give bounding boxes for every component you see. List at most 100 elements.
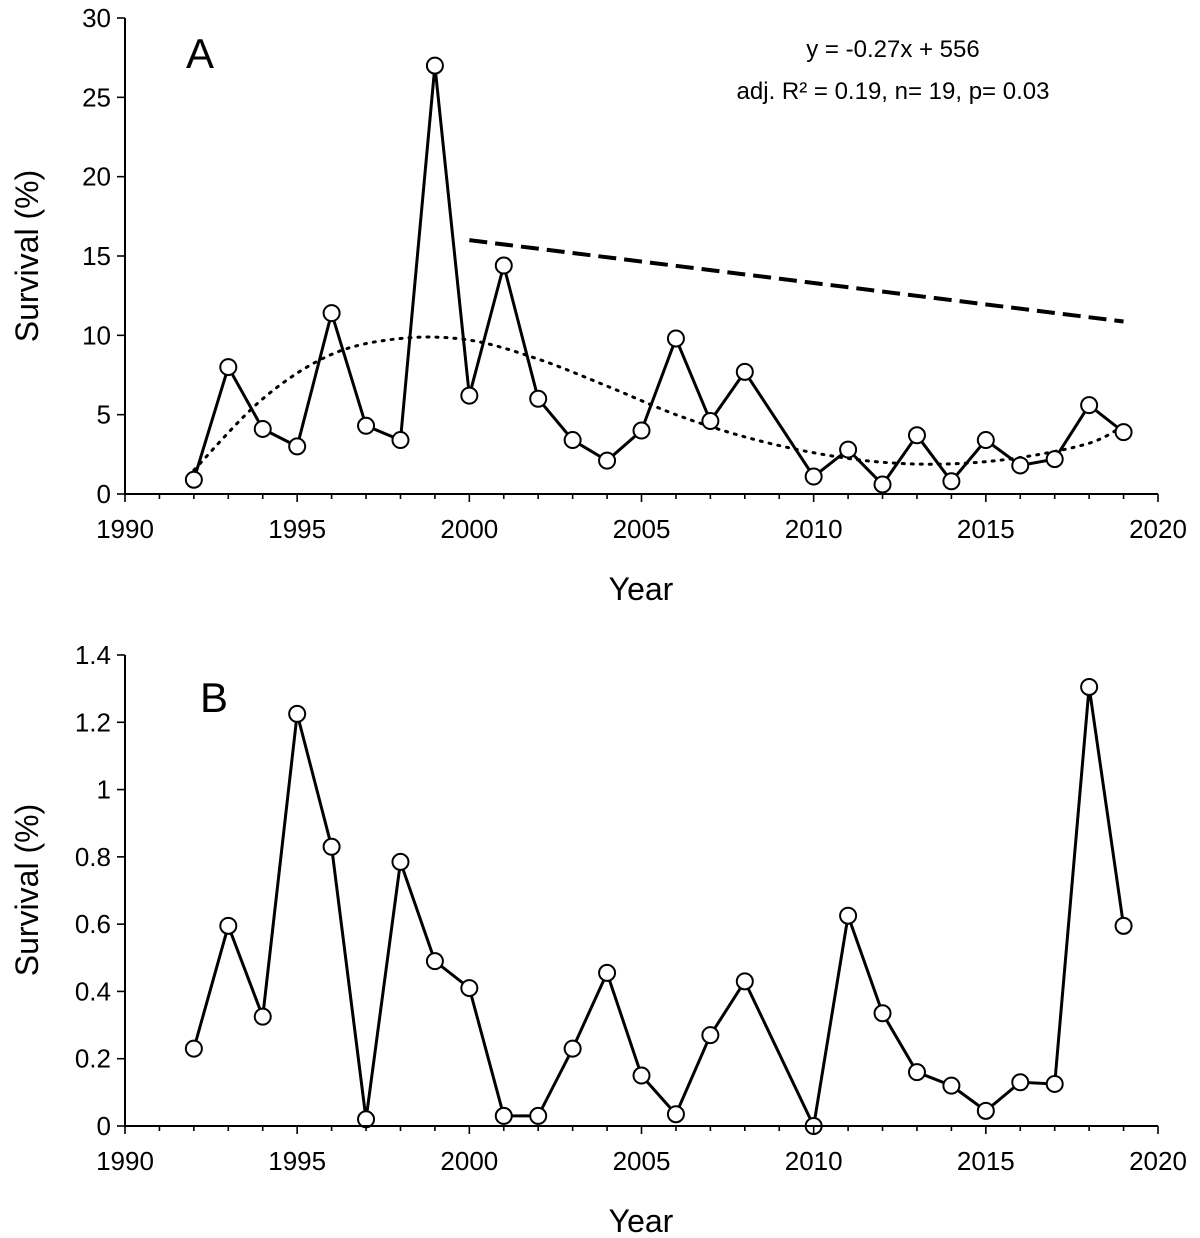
panel-a-x-axis-title: Year xyxy=(609,571,674,607)
panel-b-x-tick-label: 2020 xyxy=(1129,1146,1187,1176)
panel-a-data-point xyxy=(219,358,238,377)
panel-b-y-tick-label: 0.4 xyxy=(75,976,111,1006)
panel-b-ticks: 0 0.2 0.4 0.6 0.8 1 1.2 1.4 1990 1995 2000 2005 2010… xyxy=(75,640,1187,1176)
panel-b-chart: 0 0.2 0.4 0.6 0.8 1 1.2 1.4 1990 1995 2000 2005 2010… xyxy=(9,640,1187,1238)
panel-a-data-point xyxy=(184,470,203,489)
panel-b-data-point xyxy=(839,906,858,925)
panel-b-data-point xyxy=(391,852,410,871)
panel-a-y-tick-label: 30 xyxy=(82,3,111,33)
panel-a-x-tick-label: 1990 xyxy=(96,514,154,544)
panel-b-data-point xyxy=(1011,1073,1030,1092)
panel-a-data-point xyxy=(288,437,307,456)
panel-b-data-point xyxy=(1114,916,1133,935)
panel-a-data-point xyxy=(873,475,892,494)
panel-b-x-tick-label: 2000 xyxy=(440,1146,498,1176)
panel-b-data-point xyxy=(357,1110,376,1129)
panel-a-data-point xyxy=(598,451,617,470)
panel-a-data-point xyxy=(701,412,720,431)
panel-a-fit-equation: y = -0.27x + 556 xyxy=(806,36,979,63)
panel-b-plot-elements xyxy=(184,677,1133,1135)
panel-a-y-tick-label: 25 xyxy=(82,82,111,112)
panel-b-data-point xyxy=(666,1105,685,1124)
panel-b-data-point xyxy=(563,1039,582,1058)
panel-a-data-point xyxy=(666,329,685,348)
panel-a-letter: A xyxy=(186,30,214,77)
panel-a-data-point xyxy=(804,467,823,486)
panel-b-x-tick-label: 2010 xyxy=(785,1146,843,1176)
panel-a-y-axis-title: Survival (%) xyxy=(9,170,45,342)
panel-b-letter: B xyxy=(200,674,228,721)
panel-b-series-line xyxy=(192,686,1126,1131)
panel-b-data-point xyxy=(322,837,341,856)
panel-b-data-point xyxy=(598,963,617,982)
panel-a-plot-elements xyxy=(184,56,1133,494)
panel-a-x-tick-label: 2000 xyxy=(440,514,498,544)
panel-b-x-tick-label: 2005 xyxy=(613,1146,671,1176)
panel-a-data-point xyxy=(1080,396,1099,415)
panel-a-chart: 0 5 10 15 20 25 30 1990 1995 2000 2005 2010 2015 2020… xyxy=(9,3,1187,607)
panel-b-y-tick-label: 0.6 xyxy=(75,909,111,939)
panel-a-fit-stats: adj. R² = 0.19, n= 19, p= 0.03 xyxy=(737,78,1050,105)
panel-a-data-point xyxy=(563,431,582,450)
panel-b-data-point xyxy=(735,972,754,991)
panel-a-data-point xyxy=(839,440,858,459)
panel-b-data-point xyxy=(942,1076,961,1095)
panel-b-data-point xyxy=(219,916,238,935)
panel-b-x-tick-label: 2015 xyxy=(957,1146,1015,1176)
panel-a-data-point xyxy=(357,416,376,435)
panel-a-data-point xyxy=(907,426,926,445)
panel-b-data-point xyxy=(425,952,444,971)
panel-a-x-tick-label: 2020 xyxy=(1129,514,1187,544)
panel-b-data-point xyxy=(184,1039,203,1058)
panel-b-y-axis-title: Survival (%) xyxy=(9,804,45,976)
panel-b-y-tick-label: 0.2 xyxy=(75,1044,111,1074)
panel-a-y-tick-label: 15 xyxy=(82,241,111,271)
panel-a-ticks: 0 5 10 15 20 25 30 1990 1995 2000 2005 2010 2015 2020 xyxy=(82,3,1187,544)
panel-a-data-point xyxy=(425,56,444,75)
panel-b-data-point xyxy=(632,1066,651,1085)
panel-a-data-point xyxy=(1114,423,1133,442)
panel-b-data-point xyxy=(1080,677,1099,696)
panel-b-data-point xyxy=(1045,1074,1064,1093)
panel-a-x-tick-label: 1995 xyxy=(268,514,326,544)
panel-b-data-point xyxy=(701,1026,720,1045)
panel-a-data-point xyxy=(735,362,754,381)
panel-a-y-tick-label: 10 xyxy=(82,320,111,350)
panel-a-data-point xyxy=(391,431,410,450)
panel-b-y-tick-label: 1.2 xyxy=(75,707,111,737)
panel-a-data-point xyxy=(529,389,548,408)
panel-b-y-tick-label: 0 xyxy=(97,1111,111,1141)
panel-a-data-point xyxy=(494,256,513,275)
panel-b-y-tick-label: 0.8 xyxy=(75,842,111,872)
panel-b-x-tick-label: 1995 xyxy=(268,1146,326,1176)
panel-b-data-point xyxy=(873,1004,892,1023)
panel-b-x-axis-title: Year xyxy=(609,1203,674,1238)
panel-a-data-point xyxy=(1011,456,1030,475)
panel-b-y-tick-label: 1 xyxy=(97,775,111,805)
panel-b-data-point xyxy=(253,1007,272,1026)
panel-a-data-point xyxy=(253,419,272,438)
panel-a-data-point xyxy=(460,386,479,405)
panel-a-x-tick-label: 2005 xyxy=(613,514,671,544)
panel-a-data-point xyxy=(322,304,341,323)
panel-a-data-point xyxy=(632,421,651,440)
panel-a-data-point xyxy=(942,472,961,491)
panel-a-x-tick-label: 2015 xyxy=(957,514,1015,544)
panel-a-y-tick-label: 0 xyxy=(97,479,111,509)
panel-b-data-point xyxy=(907,1063,926,1082)
panel-a-y-tick-label: 20 xyxy=(82,162,111,192)
panel-a-y-tick-label: 5 xyxy=(97,400,111,430)
panel-a-data-point xyxy=(1045,450,1064,469)
panel-b-data-point xyxy=(288,704,307,723)
panel-b-data-point xyxy=(529,1106,548,1125)
panel-b-data-point xyxy=(460,979,479,998)
panel-b-data-point xyxy=(494,1106,513,1125)
panel-b-x-tick-label: 1990 xyxy=(96,1146,154,1176)
panel-b-data-point xyxy=(976,1101,995,1120)
panel-a-data-point xyxy=(976,431,995,450)
panel-a-x-tick-label: 2010 xyxy=(785,514,843,544)
panel-b-y-tick-label: 1.4 xyxy=(75,640,111,670)
panel-a-series-line xyxy=(192,65,1125,487)
panel-a-smooth-trend-line xyxy=(192,335,1126,472)
